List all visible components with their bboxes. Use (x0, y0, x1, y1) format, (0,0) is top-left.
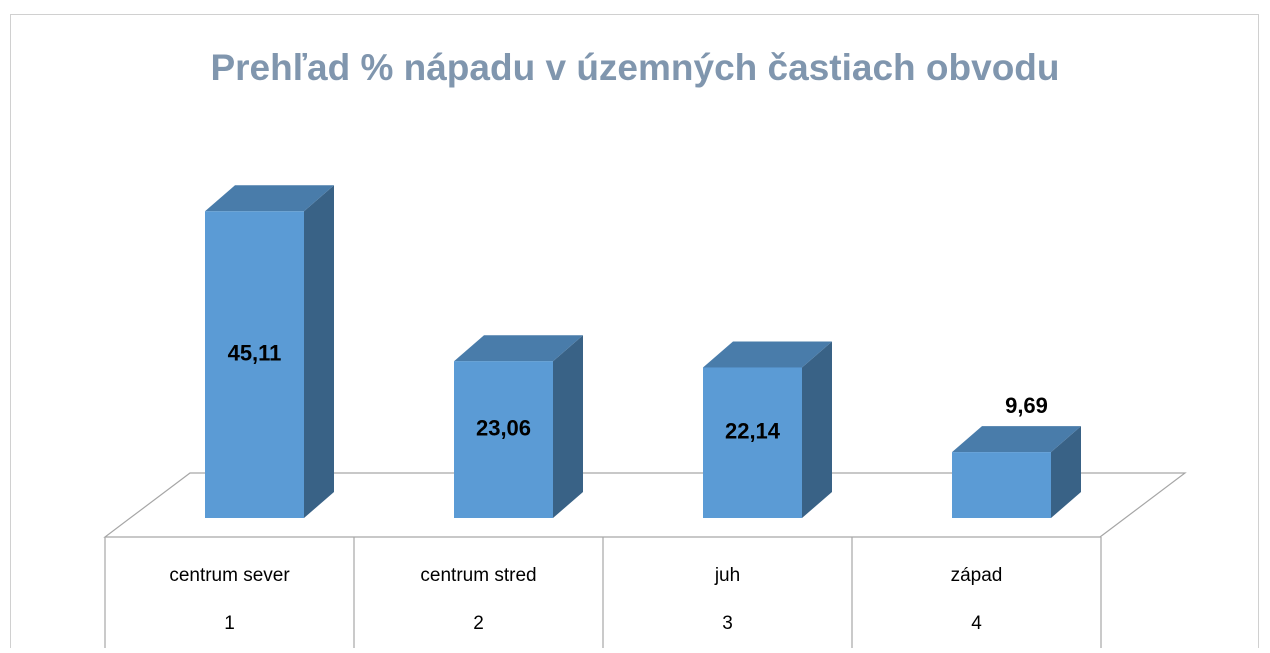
chart-frame (10, 14, 1259, 653)
x-tick-number: 3 (722, 613, 733, 634)
floor (103, 472, 1187, 538)
bar (454, 361, 553, 518)
bar-side (553, 335, 583, 518)
x-tick-label: západ (951, 565, 1003, 586)
bar-side (304, 185, 334, 518)
bar-top (703, 341, 832, 368)
value-label: 45,11 (228, 340, 282, 365)
x-tick-number: 1 (224, 613, 235, 634)
bar-top (205, 185, 334, 212)
x-tick-label: juh (714, 565, 740, 586)
chart-title: Prehľad % nápadu v územných častiach obv… (210, 47, 1059, 88)
bar (205, 211, 304, 518)
bar-top (952, 426, 1081, 453)
x-tick-number: 2 (473, 613, 484, 634)
x-tick-label: centrum sever (169, 565, 290, 586)
value-label: 22,14 (725, 419, 781, 444)
x-tick-number: 4 (971, 613, 982, 634)
x-tick-label: centrum stred (420, 565, 536, 586)
value-label: 9,69 (1005, 393, 1048, 418)
bar-side (802, 341, 832, 518)
bar-top (454, 335, 583, 362)
value-label: 23,06 (476, 415, 531, 440)
bar-side (1051, 426, 1081, 518)
bar (703, 367, 802, 518)
bar (952, 452, 1051, 518)
